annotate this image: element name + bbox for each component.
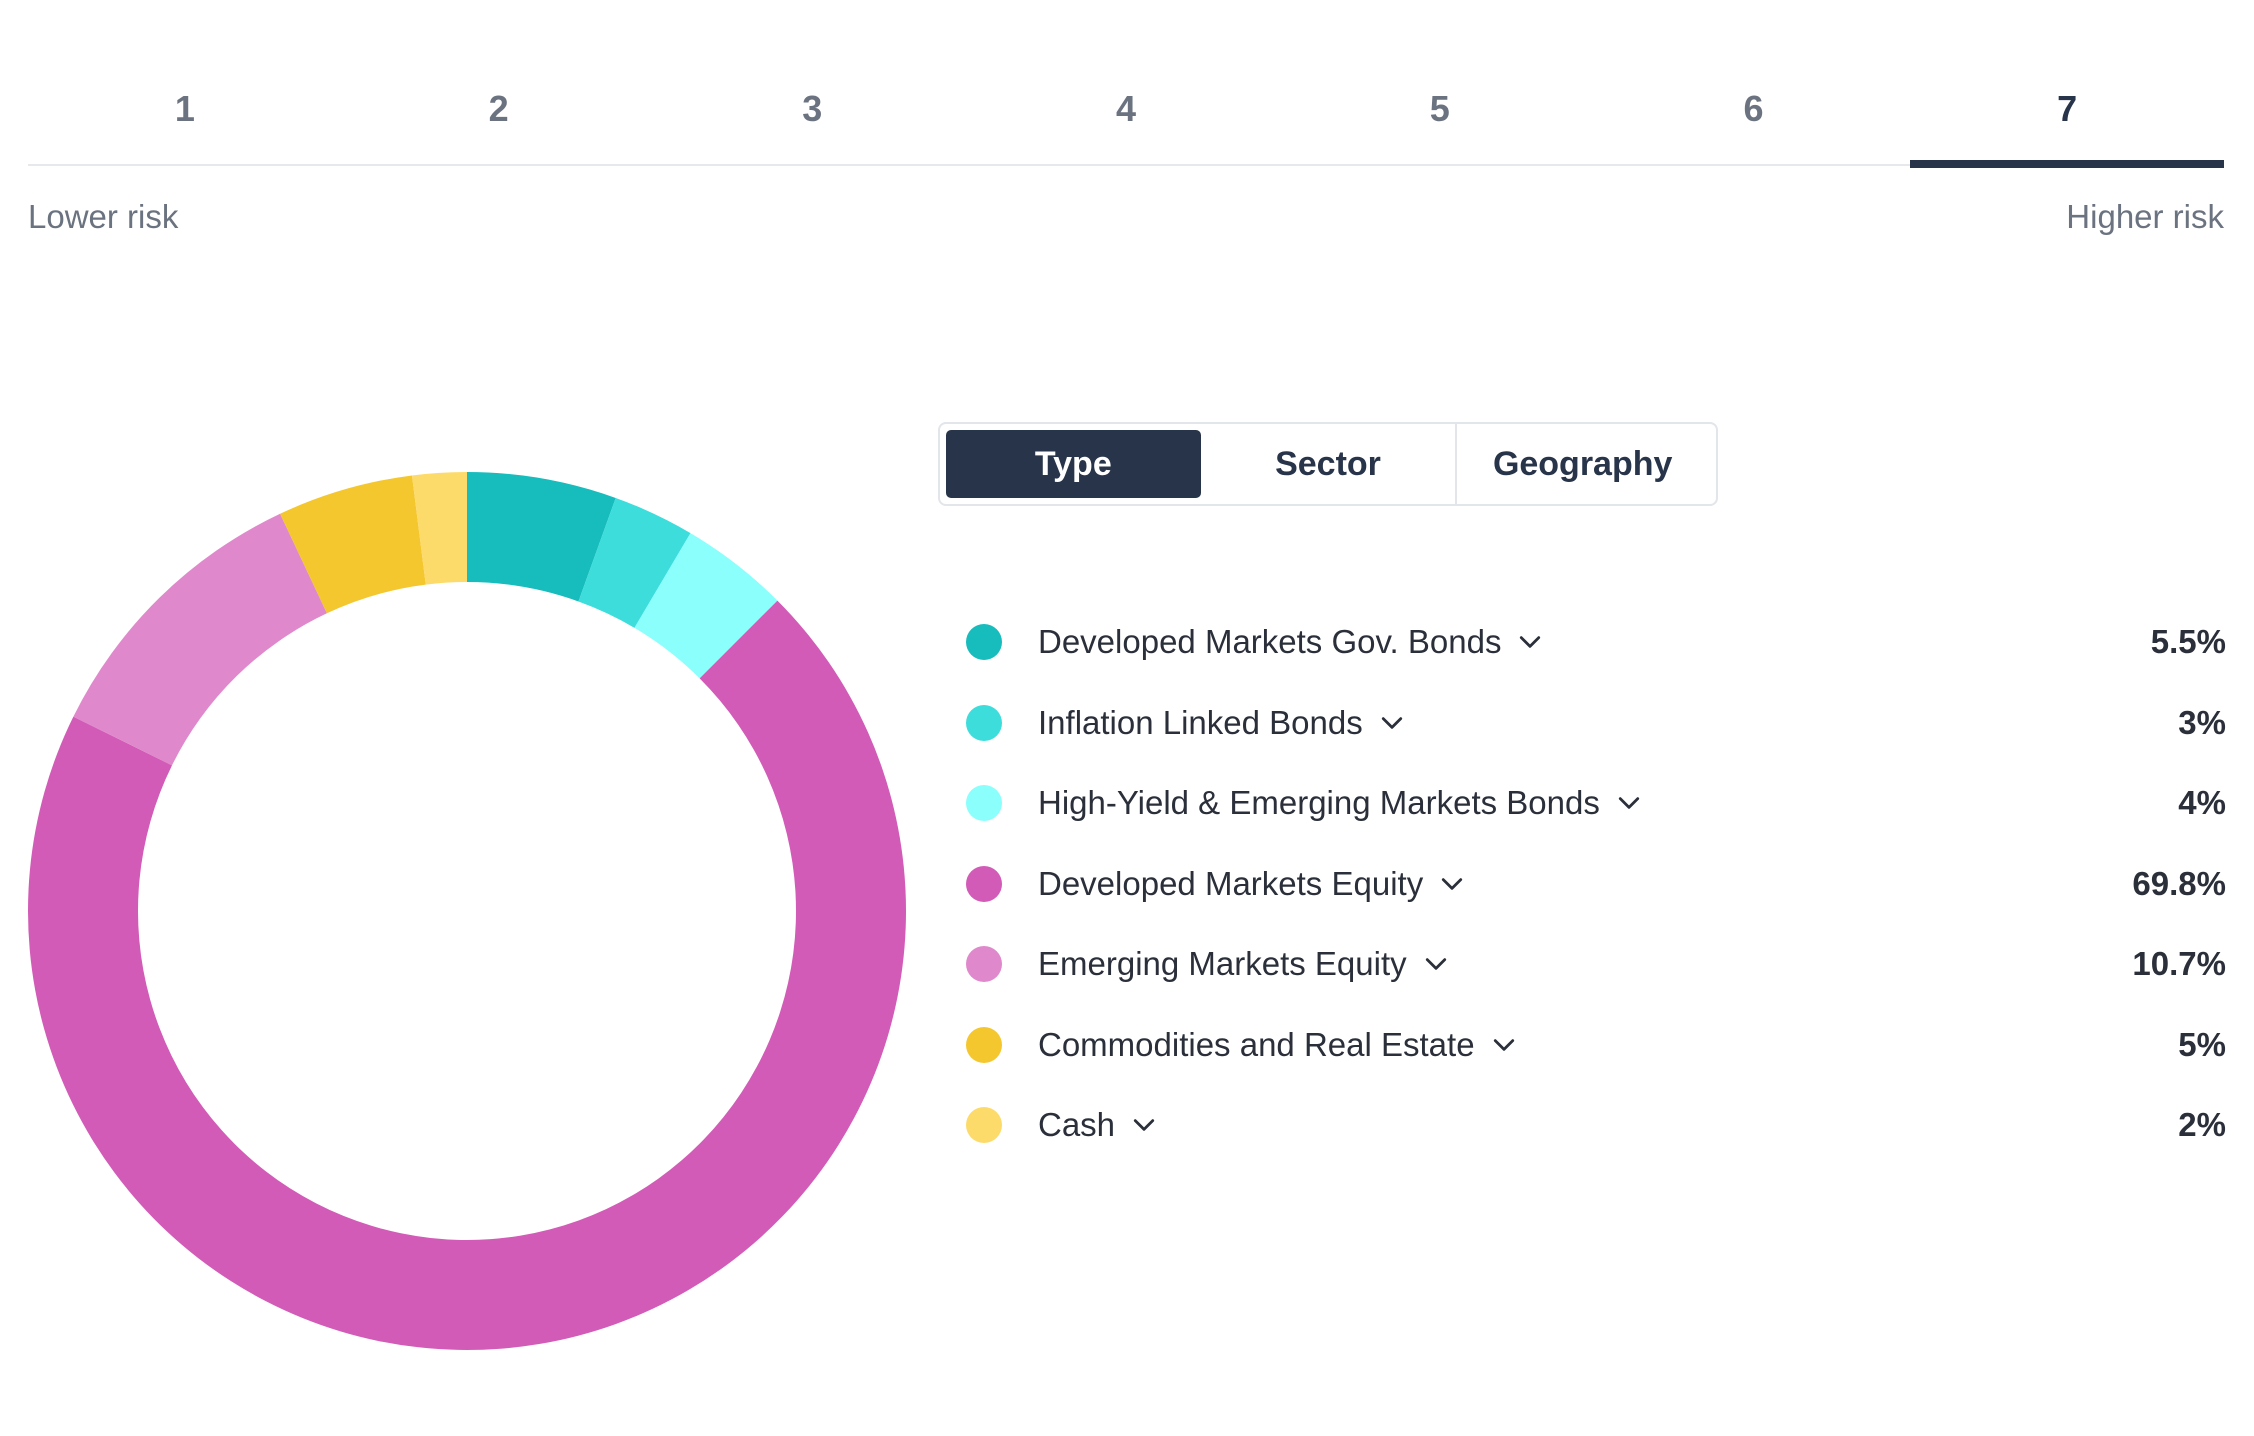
donut-slice[interactable] <box>467 472 616 602</box>
legend-color-dot <box>966 865 1002 902</box>
geography-tab[interactable]: Geography <box>1455 424 1710 504</box>
legend-label: Commodities and Real Estate <box>1038 1025 1475 1063</box>
risk-tab-6[interactable]: 6 <box>1743 88 1764 129</box>
chevron-down-icon[interactable] <box>1515 627 1545 657</box>
chevron-down-icon[interactable] <box>1489 1030 1519 1060</box>
legend-value: 4% <box>2178 784 2226 822</box>
legend-item[interactable]: Developed Markets Equity 69.8% <box>966 844 2226 925</box>
legend-color-dot <box>966 704 1002 741</box>
risk-tab-2[interactable]: 2 <box>488 88 509 129</box>
legend-item[interactable]: Cash 2% <box>966 1085 2226 1166</box>
legend-item[interactable]: Developed Markets Gov. Bonds 5.5% <box>966 602 2226 683</box>
chevron-down-icon[interactable] <box>1437 869 1467 899</box>
chevron-down-icon[interactable] <box>1377 708 1407 738</box>
risk-tab-5[interactable]: 5 <box>1429 88 1450 129</box>
legend-color-dot <box>966 624 1002 661</box>
legend-value: 3% <box>2178 703 2226 741</box>
donut-slice[interactable] <box>73 513 327 766</box>
allocation-legend: Developed Markets Gov. Bonds 5.5% Inflat… <box>966 602 2226 1166</box>
chevron-down-icon[interactable] <box>1129 1110 1159 1140</box>
donut-slice[interactable] <box>28 600 906 1350</box>
legend-value: 10.7% <box>2132 945 2226 983</box>
legend-label: Inflation Linked Bonds <box>1038 703 1363 741</box>
legend-item[interactable]: Commodities and Real Estate 5% <box>966 1005 2226 1086</box>
legend-value: 5% <box>2178 1025 2226 1063</box>
legend-value: 2% <box>2178 1106 2226 1144</box>
allocation-donut-chart <box>28 472 906 1350</box>
legend-label: Developed Markets Gov. Bonds <box>1038 623 1502 661</box>
legend-color-dot <box>966 1107 1002 1144</box>
legend-color-dot <box>966 946 1002 983</box>
risk-level-tabs: 1 2 3 4 5 6 7 <box>28 60 2224 168</box>
chevron-down-icon[interactable] <box>1421 949 1451 979</box>
donut-slice[interactable] <box>578 497 691 628</box>
legend-label: High-Yield & Emerging Markets Bonds <box>1038 784 1600 822</box>
risk-tab-7[interactable]: 7 <box>1910 60 2224 168</box>
lower-risk-label: Lower risk <box>28 198 179 235</box>
risk-tab-4[interactable]: 4 <box>1116 88 1137 129</box>
legend-item[interactable]: Emerging Markets Equity 10.7% <box>966 924 2226 1005</box>
higher-risk-label: Higher risk <box>2066 198 2224 235</box>
breakdown-view-toggle: Type Sector Geography <box>938 422 1718 506</box>
risk-tab-3[interactable]: 3 <box>802 88 823 129</box>
risk-scale-labels: Lower risk Higher risk <box>28 198 2224 236</box>
legend-label: Cash <box>1038 1106 1116 1144</box>
legend-value: 69.8% <box>2132 864 2226 902</box>
risk-tab-1[interactable]: 1 <box>174 88 195 129</box>
legend-item[interactable]: Inflation Linked Bonds 3% <box>966 683 2226 764</box>
legend-label: Developed Markets Equity <box>1038 864 1424 902</box>
chevron-down-icon[interactable] <box>1614 788 1644 818</box>
legend-value: 5.5% <box>2150 623 2226 661</box>
legend-item[interactable]: High-Yield & Emerging Markets Bonds 4% <box>966 763 2226 844</box>
legend-color-dot <box>966 785 1002 822</box>
donut-slice[interactable] <box>634 533 778 679</box>
legend-color-dot <box>966 1026 1002 1063</box>
sector-tab[interactable]: Sector <box>1275 444 1381 483</box>
donut-slice[interactable] <box>280 475 426 614</box>
legend-label: Emerging Markets Equity <box>1038 945 1407 983</box>
donut-slice[interactable] <box>411 472 467 585</box>
type-tab[interactable]: Type <box>946 430 1201 498</box>
